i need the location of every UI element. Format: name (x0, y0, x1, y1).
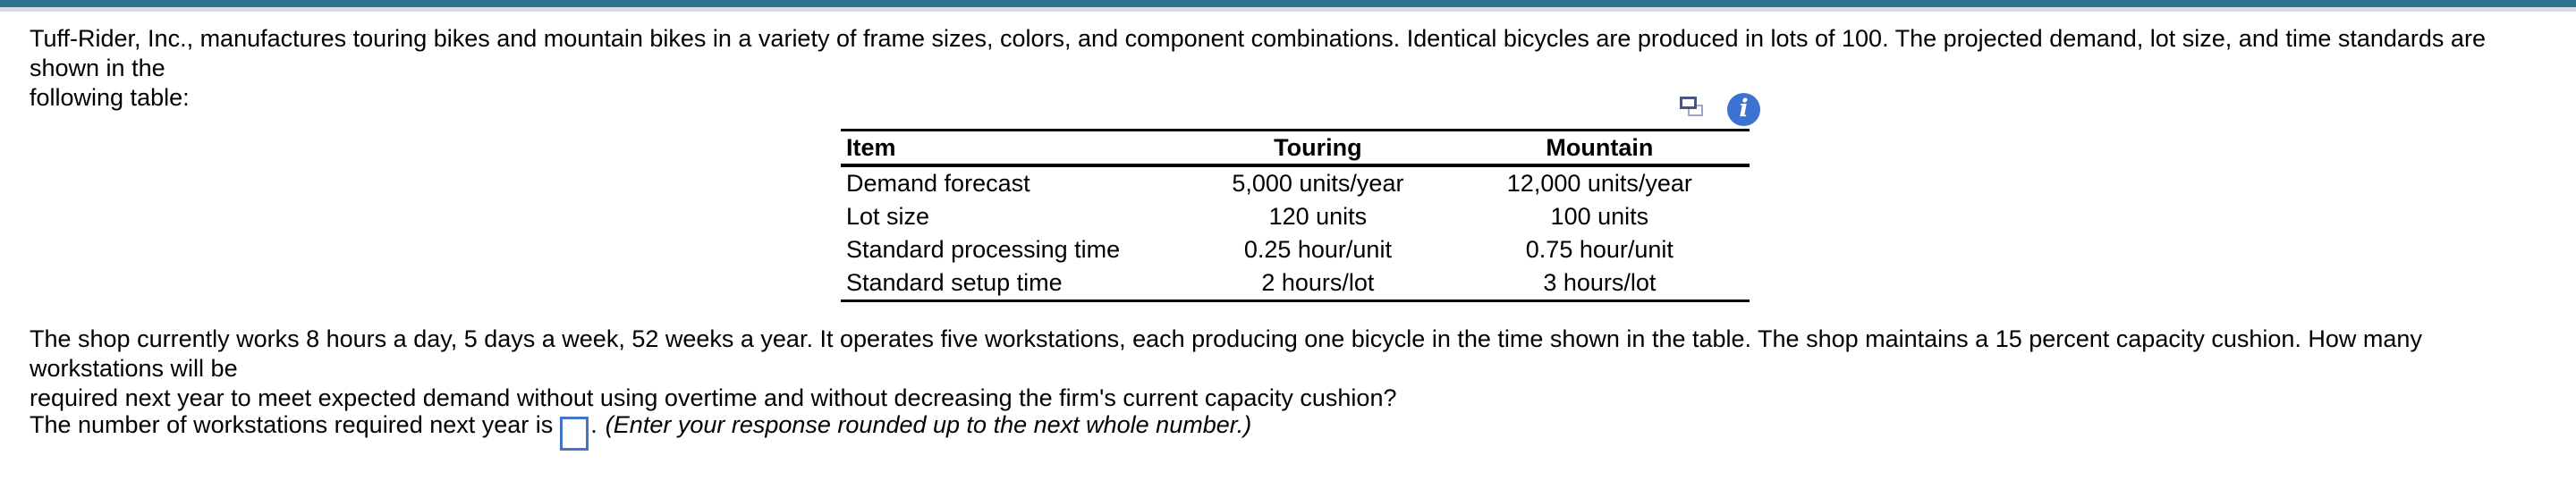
answer-prefix: The number of workstations required next… (30, 411, 554, 438)
table-row: Lot size 120 units 100 units (841, 200, 1750, 233)
mountain-value: 12,000 units/year (1506, 170, 1692, 197)
mountain-value: 3 hours/lot (1543, 269, 1657, 296)
row-label: Demand forecast (846, 170, 1030, 197)
touring-value: 5,000 units/year (1232, 170, 1404, 197)
copy-icon[interactable] (1680, 97, 1705, 123)
top-accent-bar-shadow (0, 7, 2576, 12)
row-label: Standard processing time (846, 236, 1121, 263)
top-accent-bar (0, 0, 2576, 7)
table-row: Standard setup time 2 hours/lot 3 hours/… (841, 266, 1750, 301)
question-text-line1: The shop currently works 8 hours a day, … (30, 325, 2422, 382)
question-text-line2: required next year to meet expected dema… (30, 384, 1397, 411)
column-header-item: Item (841, 130, 1187, 167)
row-label: Standard setup time (846, 269, 1063, 296)
table-row: Demand forecast 5,000 units/year 12,000 … (841, 165, 1750, 200)
answer-line: The number of workstations required next… (30, 410, 2556, 451)
column-header-touring: Touring (1186, 130, 1450, 167)
question-text: The shop currently works 8 hours a day, … (30, 325, 2556, 413)
touring-value: 0.25 hour/unit (1243, 236, 1392, 263)
copy-icon-front-rect (1680, 97, 1697, 109)
answer-input[interactable] (560, 416, 589, 451)
answer-period: . (590, 411, 597, 438)
table-header-row: Item Touring Mountain (841, 130, 1750, 167)
column-header-mountain: Mountain (1449, 130, 1750, 167)
problem-statement: Tuff-Rider, Inc., manufactures touring b… (30, 24, 2556, 113)
mountain-value: 0.75 hour/unit (1525, 236, 1674, 263)
touring-value: 120 units (1268, 203, 1368, 230)
answer-instruction: (Enter your response rounded up to the n… (605, 411, 1252, 438)
row-label: Lot size (846, 203, 930, 230)
touring-value: 2 hours/lot (1261, 269, 1375, 296)
mountain-value: 100 units (1550, 203, 1649, 230)
demand-table: Item Touring Mountain Demand forecast 5,… (841, 129, 1750, 302)
problem-statement-line1: Tuff-Rider, Inc., manufactures touring b… (30, 25, 2486, 81)
table-row: Standard processing time 0.25 hour/unit … (841, 233, 1750, 266)
problem-statement-line2: following table: (30, 84, 190, 111)
info-icon-glyph: i (1739, 95, 1749, 122)
info-icon[interactable]: i (1727, 93, 1760, 126)
